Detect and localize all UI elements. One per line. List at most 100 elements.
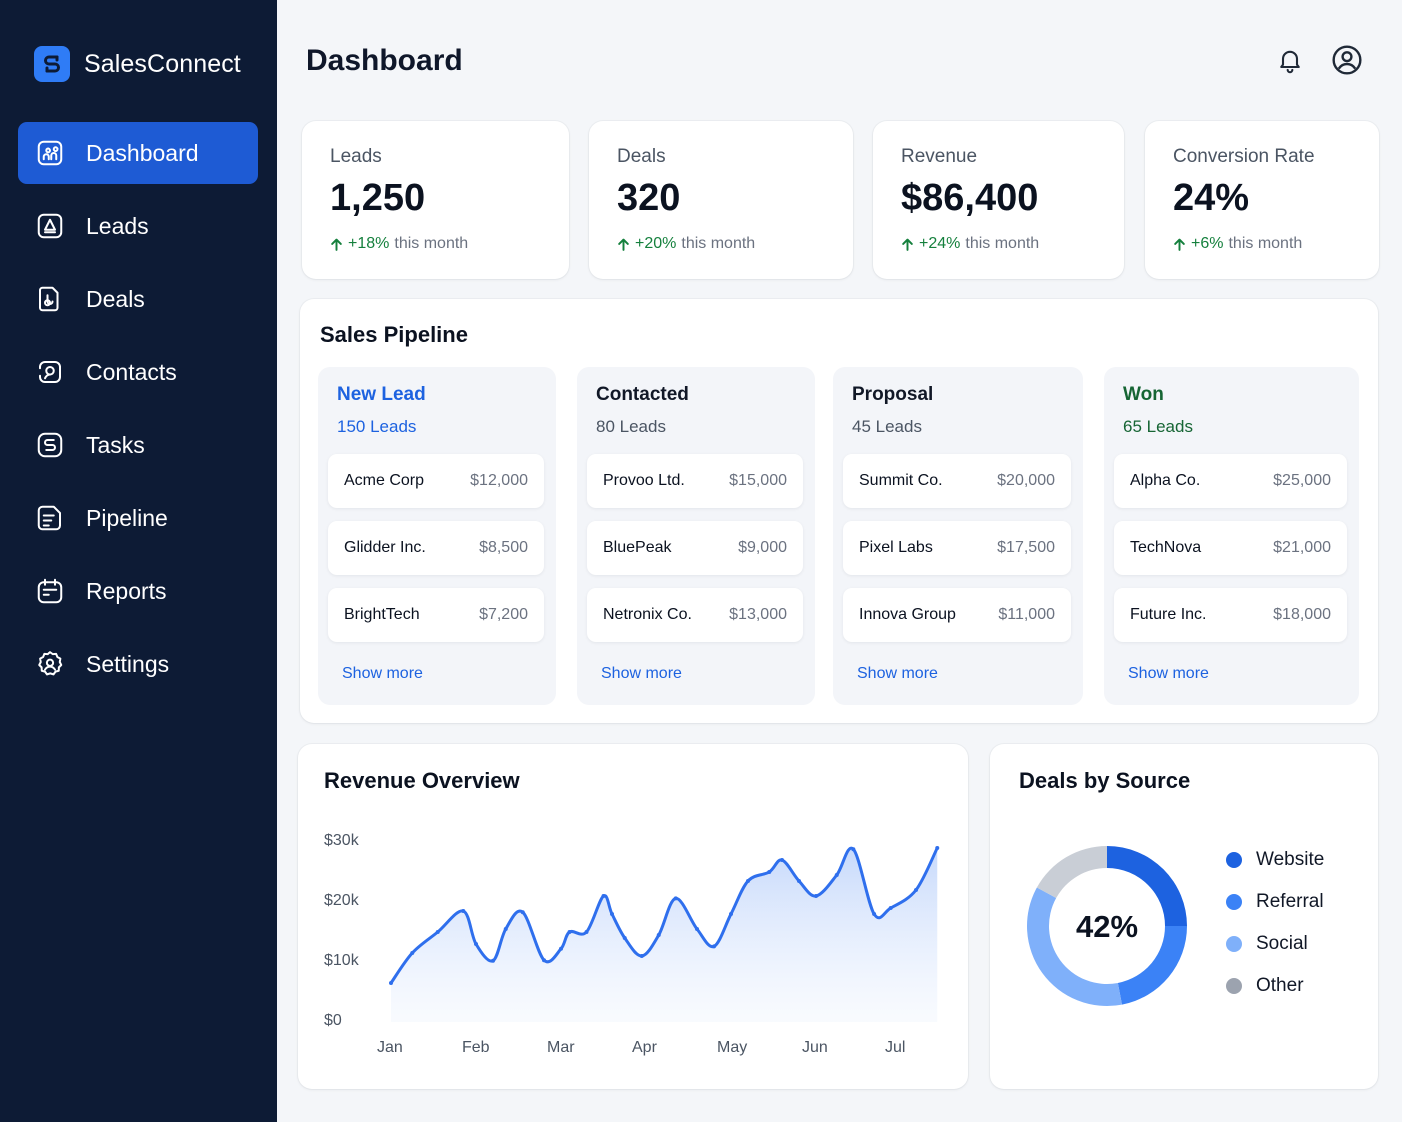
stat-value: 1,250: [330, 177, 426, 219]
deal-card[interactable]: Alpha Co. $25,000: [1114, 454, 1347, 508]
deal-name: Innova Group: [859, 606, 956, 623]
revenue-point: [639, 954, 644, 958]
legend-item-other[interactable]: Other: [1226, 975, 1304, 997]
revenue-point: [461, 909, 466, 913]
legend-item-referral[interactable]: Referral: [1226, 891, 1324, 913]
deal-amount: $7,200: [479, 606, 528, 623]
deal-amount: $18,000: [1273, 606, 1331, 623]
stat-card-conversion-rate[interactable]: Conversion Rate 24% +6% this month: [1145, 121, 1379, 279]
donut-slice-social[interactable]: [1027, 887, 1122, 1006]
donut-slice-referral[interactable]: [1117, 926, 1187, 1005]
sidebar-item-label: Leads: [86, 212, 149, 239]
revenue-title: Revenue Overview: [324, 768, 520, 793]
stat-label: Revenue: [901, 146, 978, 167]
x-tick-label: Jan: [377, 1039, 403, 1056]
revenue-point: [389, 981, 393, 985]
sidebar-item-settings[interactable]: Settings: [18, 633, 258, 695]
deal-amount: $12,000: [470, 472, 528, 489]
deal-card[interactable]: Acme Corp $12,000: [328, 454, 544, 508]
legend-dot: [1226, 978, 1242, 994]
stat-change-percent: +18%: [348, 235, 390, 252]
sidebar-item-reports[interactable]: Reports: [18, 560, 258, 622]
stat-card-revenue[interactable]: Revenue $86,400 +24% this month: [873, 121, 1124, 279]
sidebar-item-leads[interactable]: Leads: [18, 195, 258, 257]
deal-card[interactable]: BrightTech $7,200: [328, 588, 544, 642]
stat-change: +18% this month: [330, 235, 468, 253]
x-tick-label: May: [717, 1039, 748, 1056]
stat-change-period: this month: [1228, 235, 1303, 252]
revenue-point: [559, 946, 563, 951]
deal-card[interactable]: Future Inc. $18,000: [1114, 588, 1347, 642]
show-more-link[interactable]: Show more: [857, 665, 938, 682]
deal-card[interactable]: Summit Co. $20,000: [843, 454, 1071, 508]
deal-name: Glidder Inc.: [344, 539, 426, 556]
revenue-point: [729, 912, 733, 916]
sidebar-item-label: Dashboard: [86, 139, 199, 166]
sidebar-item-label: Pipeline: [86, 504, 168, 531]
arrow-up-icon: [331, 238, 342, 251]
sidebar-nav: Dashboard Leads Deals Contacts Tasks Pipeline…: [18, 122, 258, 706]
donut-chart: 42%: [1027, 846, 1187, 1006]
deal-amount: $8,500: [479, 539, 528, 556]
donut-slice-website[interactable]: [1107, 846, 1187, 926]
pipeline-icon: [34, 502, 66, 534]
stat-change: +24% this month: [901, 235, 1039, 253]
donut-slice-other[interactable]: [1036, 846, 1107, 899]
revenue-point: [834, 873, 839, 877]
deals-source-title: Deals by Source: [1019, 768, 1191, 793]
deal-card[interactable]: Glidder Inc. $8,500: [328, 521, 544, 575]
deal-card[interactable]: BluePeak $9,000: [587, 521, 803, 575]
legend-item-social[interactable]: Social: [1226, 933, 1308, 955]
sidebar-item-tasks[interactable]: Tasks: [18, 414, 258, 476]
sidebar-item-deals[interactable]: Deals: [18, 268, 258, 330]
revenue-point: [673, 896, 678, 901]
stat-label: Leads: [330, 146, 382, 167]
legend-dot: [1226, 894, 1242, 910]
brand[interactable]: SalesConnect: [34, 46, 241, 82]
revenue-point: [914, 888, 918, 892]
sidebar-item-pipeline[interactable]: Pipeline: [18, 487, 258, 549]
stat-value: 24%: [1173, 177, 1250, 219]
revenue-point: [410, 951, 415, 955]
arrow-up-icon: [1174, 238, 1185, 251]
revenue-point: [695, 927, 699, 931]
stat-value: 320: [617, 177, 681, 219]
show-more-link[interactable]: Show more: [601, 665, 682, 682]
revenue-area: [391, 848, 938, 1022]
column-count: 65 Leads: [1123, 417, 1193, 436]
stat-change: +6% this month: [1173, 235, 1302, 253]
revenue-point: [435, 930, 440, 934]
deal-card[interactable]: Netronix Co. $13,000: [587, 588, 803, 642]
deal-card[interactable]: Innova Group $11,000: [843, 588, 1071, 642]
sidebar-item-dashboard[interactable]: Dashboard: [18, 122, 258, 184]
settings-icon: [34, 648, 66, 680]
deals-by-source-card: Deals by Source: [990, 744, 1378, 1089]
deal-name: Alpha Co.: [1130, 472, 1201, 489]
pipeline-column-proposal: Proposal 45 Leads Summit Co. $20,000 Pixel L…: [833, 367, 1083, 705]
bell-icon[interactable]: [1272, 42, 1308, 78]
show-more-link[interactable]: Show more: [1128, 665, 1209, 682]
stat-change-percent: +6%: [1191, 235, 1224, 252]
deal-amount: $11,000: [998, 606, 1055, 623]
revenue-point: [474, 942, 478, 946]
deal-card[interactable]: TechNova $21,000: [1114, 521, 1347, 575]
deal-card[interactable]: Pixel Labs $17,500: [843, 521, 1071, 575]
stat-label: Deals: [617, 146, 666, 167]
stat-card-leads[interactable]: Leads 1,250 +18% this month: [302, 121, 569, 279]
deal-card[interactable]: Provoo Ltd. $15,000: [587, 454, 803, 508]
sidebar-item-contacts[interactable]: Contacts: [18, 341, 258, 403]
stat-change: +20% this month: [617, 235, 755, 253]
user-icon[interactable]: [1329, 42, 1365, 78]
revenue-point: [746, 879, 750, 883]
revenue-point: [622, 936, 627, 940]
deal-amount: $21,000: [1273, 539, 1331, 556]
deal-name: Provoo Ltd.: [603, 472, 685, 489]
show-more-link[interactable]: Show more: [342, 665, 423, 682]
deal-amount: $25,000: [1273, 472, 1331, 489]
revenue-point: [712, 944, 716, 949]
sidebar-item-label: Reports: [86, 577, 167, 604]
stat-card-deals[interactable]: Deals 320 +20% this month: [589, 121, 853, 279]
legend-item-website[interactable]: Website: [1226, 849, 1324, 871]
deal-name: BrightTech: [344, 606, 420, 623]
stat-change-period: this month: [394, 235, 469, 252]
